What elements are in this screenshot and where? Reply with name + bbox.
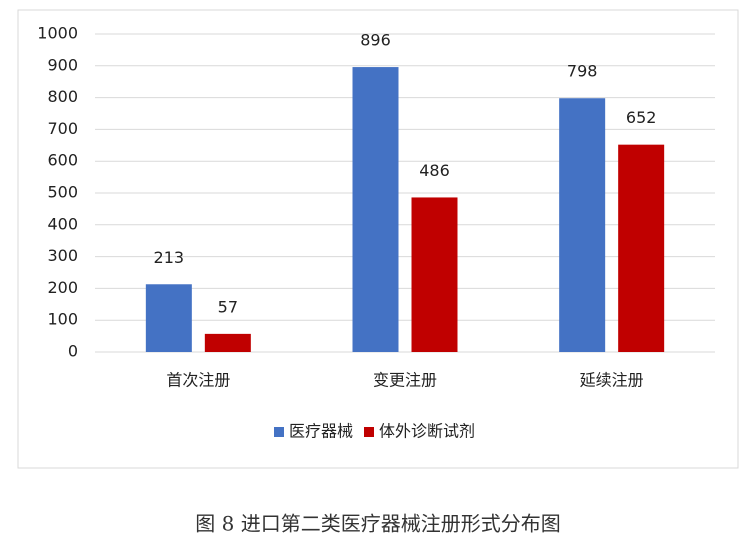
y-tick-label: 300 xyxy=(47,246,78,265)
y-tick-label: 0 xyxy=(68,342,78,361)
y-tick-label: 700 xyxy=(47,119,78,138)
bar xyxy=(204,333,251,352)
y-tick-label: 400 xyxy=(47,214,78,233)
bar xyxy=(145,284,192,352)
y-tick-label: 200 xyxy=(47,278,78,297)
y-tick-label: 500 xyxy=(47,183,78,202)
y-tick-label: 800 xyxy=(47,87,78,106)
caption: 图 8 进口第二类医疗器械注册形式分布图 xyxy=(195,512,560,536)
legend-swatch xyxy=(364,427,374,437)
bar xyxy=(618,144,665,352)
bar xyxy=(411,197,458,352)
data-label: 798 xyxy=(567,62,598,81)
legend-swatch xyxy=(274,427,284,437)
data-label: 486 xyxy=(419,161,450,180)
data-label: 652 xyxy=(626,108,657,127)
bar xyxy=(559,98,606,353)
legend-label: 体外诊断试剂 xyxy=(379,422,475,441)
y-tick-label: 600 xyxy=(47,151,78,170)
y-tick-label: 900 xyxy=(47,55,78,74)
y-tick-label: 1000 xyxy=(37,24,78,43)
bar xyxy=(352,67,399,353)
data-label: 896 xyxy=(360,31,391,50)
y-tick-label: 100 xyxy=(47,310,78,329)
data-label: 213 xyxy=(154,248,185,267)
legend-label: 医疗器械 xyxy=(289,422,353,441)
x-tick-label: 延续注册 xyxy=(580,371,644,390)
x-tick-label: 变更注册 xyxy=(373,371,437,390)
data-label: 57 xyxy=(218,297,238,316)
x-tick-label: 首次注册 xyxy=(166,371,230,390)
